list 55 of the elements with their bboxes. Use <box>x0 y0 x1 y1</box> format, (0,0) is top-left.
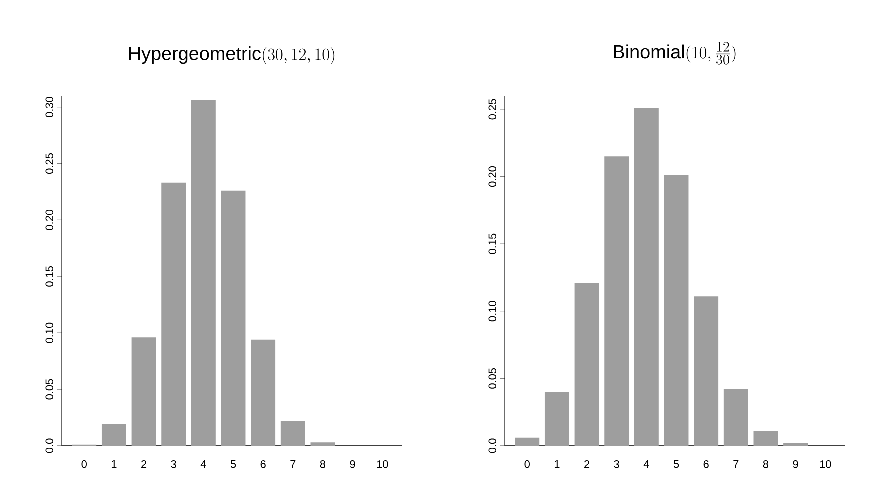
x-tick-label: 1 <box>554 460 560 468</box>
y-tick-label: 0.15 <box>488 234 496 254</box>
x-tick-label: 4 <box>644 460 650 468</box>
x-tick-label: 2 <box>142 460 147 468</box>
bar <box>604 156 630 446</box>
chart-title: $\mathrm{Binomial}(10, \tfrac{12}{30})$ <box>614 42 736 65</box>
bar <box>221 190 246 446</box>
y-tick-label: 0.05 <box>46 379 54 400</box>
y-tick-label: 0.30 <box>46 97 54 118</box>
x-tick-label: 0 <box>82 460 87 468</box>
bar <box>515 438 540 446</box>
bar <box>664 175 689 446</box>
y-tick-label: 0.10 <box>46 322 54 344</box>
x-tick-label: 7 <box>734 460 739 468</box>
x-tick-label: 8 <box>320 460 326 468</box>
bar <box>754 431 778 446</box>
x-tick-label: 10 <box>820 460 832 468</box>
bar <box>634 108 659 446</box>
x-tick-label: 7 <box>290 460 296 468</box>
bar <box>724 389 748 446</box>
x-tick-label: 3 <box>171 460 176 468</box>
bar <box>574 283 600 446</box>
x-tick-label: 9 <box>350 460 356 468</box>
x-tick-label: 4 <box>200 460 206 468</box>
y-tick-label: 0.25 <box>488 99 496 120</box>
bar <box>191 100 216 446</box>
x-tick-label: 8 <box>763 460 769 468</box>
x-tick-label: 5 <box>674 460 680 468</box>
y-tick-label: 0.20 <box>488 166 496 187</box>
x-tick-label: 5 <box>230 460 236 468</box>
x-tick-label: 9 <box>793 460 798 468</box>
y-tick-label: 0.20 <box>46 210 54 230</box>
y-tick-label: 0.15 <box>46 266 54 287</box>
bar <box>544 392 570 446</box>
bar <box>132 338 156 446</box>
bar <box>694 296 719 446</box>
y-tick-label: 0.0 <box>488 438 496 454</box>
bar <box>310 442 336 446</box>
bar <box>784 443 808 446</box>
y-tick-label: 0.25 <box>46 154 54 174</box>
y-tick-label: 0.0 <box>46 438 54 454</box>
bar <box>251 340 276 446</box>
bar <box>162 182 186 446</box>
x-tick-label: 10 <box>377 460 388 468</box>
x-tick-label: 2 <box>584 460 590 468</box>
x-tick-label: 6 <box>260 460 266 468</box>
chart-title: $\mathrm{Hypergeometric}(30, 12, 10)$ <box>129 46 335 65</box>
x-tick-label: 6 <box>704 460 709 468</box>
bar <box>102 424 126 446</box>
x-tick-label: 0 <box>524 460 530 468</box>
x-tick-label: 1 <box>112 460 117 468</box>
y-tick-label: 0.05 <box>488 368 496 389</box>
y-tick-label: 0.10 <box>488 301 496 322</box>
bar <box>280 421 306 446</box>
x-tick-label: 3 <box>614 460 620 468</box>
